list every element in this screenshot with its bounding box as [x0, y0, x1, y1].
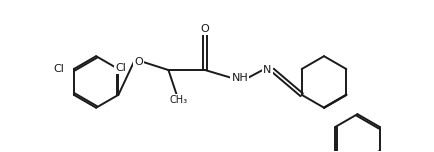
Text: N: N — [263, 65, 272, 75]
Text: CH₃: CH₃ — [169, 95, 187, 105]
Text: NH: NH — [231, 73, 248, 83]
Text: Cl: Cl — [115, 63, 126, 73]
Text: O: O — [135, 57, 143, 67]
Text: O: O — [201, 24, 210, 34]
Text: Cl: Cl — [53, 64, 64, 74]
